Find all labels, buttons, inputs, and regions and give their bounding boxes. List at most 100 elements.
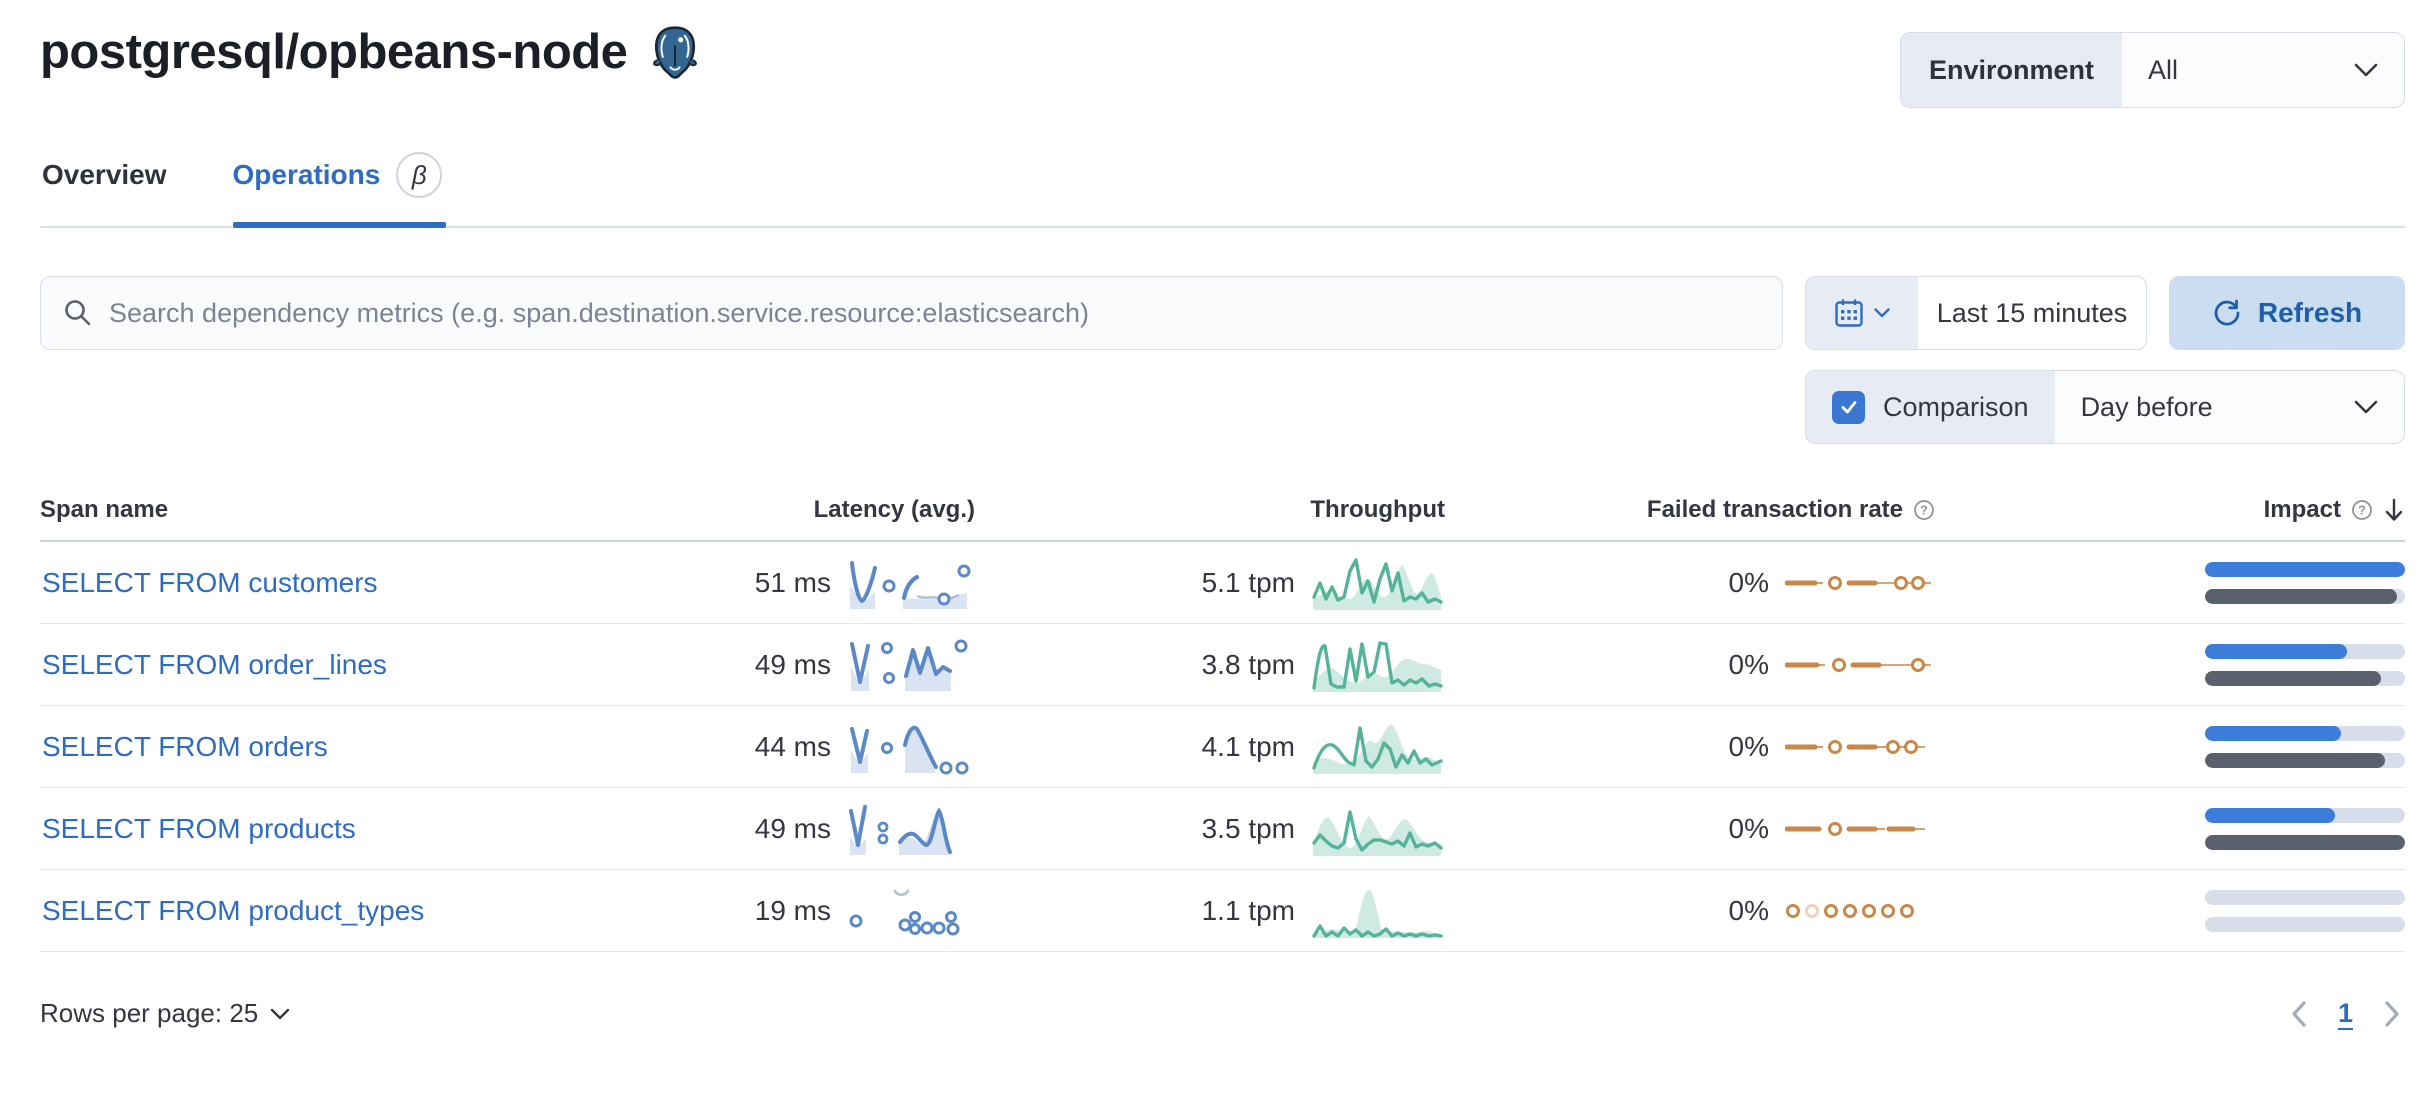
time-range-value[interactable]: Last 15 minutes (1936, 297, 2128, 328)
tab-operations-label: Operations (232, 159, 381, 190)
throughput-sparkline (1311, 554, 1445, 612)
svg-text:?: ? (1920, 504, 1928, 518)
throughput-value: 3.8 tpm (1201, 648, 1295, 680)
column-header-failed-rate[interactable]: Failed transaction rate ? (1445, 496, 1935, 524)
latency-value: 44 ms (754, 730, 831, 762)
page-title: postgresql/opbeans-node (40, 25, 628, 79)
latency-sparkline (847, 719, 975, 775)
impact-previous-bar (2205, 752, 2385, 768)
impact-bars (2205, 561, 2405, 604)
chevron-right-icon[interactable] (2383, 1000, 2401, 1028)
active-tab-underline (232, 222, 447, 228)
question-icon: ? (2351, 499, 2373, 521)
tab-overview[interactable]: Overview (42, 152, 167, 226)
comparison-row: Comparison Day before (40, 370, 2405, 444)
column-header-latency[interactable]: Latency (avg.) (813, 496, 975, 523)
tab-operations[interactable]: Operations β (232, 152, 447, 228)
throughput-value: 4.1 tpm (1201, 730, 1295, 762)
throughput-sparkline (1311, 800, 1445, 858)
table-footer: Rows per page: 25 1 (40, 998, 2405, 1029)
impact-previous-bar (2205, 588, 2397, 604)
latency-sparkline (847, 801, 975, 857)
chevron-down-icon (2354, 63, 2378, 77)
span-name-link[interactable]: SELECT FROM order_lines (42, 648, 387, 680)
throughput-value: 3.5 tpm (1201, 812, 1295, 844)
span-name-link[interactable]: SELECT FROM orders (42, 730, 328, 762)
table-row: SELECT FROM order_lines 49 ms 3.8 tpm (40, 624, 2405, 706)
environment-value: All (2148, 54, 2179, 85)
impact-current-bar (2205, 643, 2347, 659)
rows-per-page-button[interactable]: Rows per page: 25 (40, 998, 290, 1029)
rows-per-page-label: Rows per page: 25 (40, 998, 259, 1028)
refresh-button[interactable]: Refresh (2169, 276, 2405, 350)
impact-current-bar (2205, 561, 2405, 577)
postgresql-logo (649, 24, 701, 80)
search-icon (63, 298, 93, 328)
checkmark-icon (1839, 397, 1859, 417)
latency-value: 49 ms (754, 648, 831, 680)
search-box[interactable] (40, 276, 1783, 350)
table-row: SELECT FROM customers 51 ms 5.1 tpm (40, 542, 2405, 624)
environment-select[interactable]: Environment All (1900, 32, 2405, 108)
svg-text:?: ? (2358, 504, 2366, 518)
impact-previous-bar (2205, 670, 2381, 686)
throughput-sparkline (1311, 636, 1445, 694)
failed-rate-value: 0% (1728, 812, 1769, 844)
refresh-icon (2212, 298, 2242, 328)
time-range-picker: Last 15 minutes (1805, 276, 2147, 350)
failed-rate-value: 0% (1728, 730, 1769, 762)
failed-rate-sparkline (1785, 898, 1935, 924)
impact-bars (2205, 725, 2405, 768)
impact-bars (2205, 807, 2405, 850)
beta-badge: β (396, 152, 443, 198)
comparison-select[interactable]: Day before (2055, 371, 2404, 443)
throughput-sparkline (1311, 718, 1445, 776)
failed-rate-sparkline (1785, 734, 1935, 760)
comparison-control: Comparison Day before (1805, 370, 2405, 444)
span-name-link[interactable]: SELECT FROM product_types (42, 894, 425, 926)
failed-rate-value: 0% (1728, 566, 1769, 598)
throughput-sparkline (1311, 882, 1445, 940)
failed-rate-sparkline (1785, 570, 1935, 596)
environment-label: Environment (1901, 33, 2123, 107)
chevron-down-icon (1874, 308, 1890, 318)
table-row: SELECT FROM products 49 ms 3.5 tpm (40, 788, 2405, 870)
latency-value: 49 ms (754, 812, 831, 844)
impact-current-bar (2205, 807, 2335, 823)
failed-rate-sparkline (1785, 652, 1935, 678)
span-name-link[interactable]: SELECT FROM products (42, 812, 356, 844)
latency-sparkline (847, 555, 975, 611)
impact-bars (2205, 889, 2405, 932)
pagination: 1 (2290, 998, 2401, 1029)
throughput-value: 5.1 tpm (1201, 566, 1295, 598)
impact-current-bar (2205, 725, 2341, 741)
latency-value: 19 ms (754, 894, 831, 926)
latency-sparkline (847, 883, 975, 939)
search-input[interactable] (109, 297, 1760, 329)
column-header-span-name[interactable]: Span name (40, 496, 169, 523)
latency-sparkline (847, 637, 975, 693)
chevron-left-icon[interactable] (2290, 1000, 2308, 1028)
table-row: SELECT FROM product_types 19 ms (40, 870, 2405, 952)
column-header-throughput[interactable]: Throughput (1310, 496, 1445, 523)
throughput-value: 1.1 tpm (1201, 894, 1295, 926)
span-name-link[interactable]: SELECT FROM customers (42, 566, 378, 598)
impact-previous-bar (2205, 834, 2405, 850)
failed-rate-sparkline (1785, 816, 1935, 842)
calendar-icon (1834, 298, 1864, 328)
comparison-checkbox[interactable] (1832, 390, 1865, 424)
tab-bar: Overview Operations β (40, 152, 2405, 228)
column-header-impact[interactable]: Impact ? (1935, 496, 2405, 524)
sort-desc-icon (2383, 497, 2405, 523)
page-number[interactable]: 1 (2337, 998, 2353, 1028)
failed-rate-value: 0% (1728, 648, 1769, 680)
question-icon: ? (1913, 499, 1935, 521)
chevron-down-icon (2354, 400, 2378, 414)
quick-select-button[interactable] (1806, 277, 1918, 349)
impact-bars (2205, 643, 2405, 686)
latency-value: 51 ms (754, 566, 831, 598)
refresh-label: Refresh (2257, 297, 2363, 328)
tab-overview-label: Overview (42, 159, 167, 190)
page-header: postgresql/opbeans-node Environment All (40, 24, 2405, 108)
